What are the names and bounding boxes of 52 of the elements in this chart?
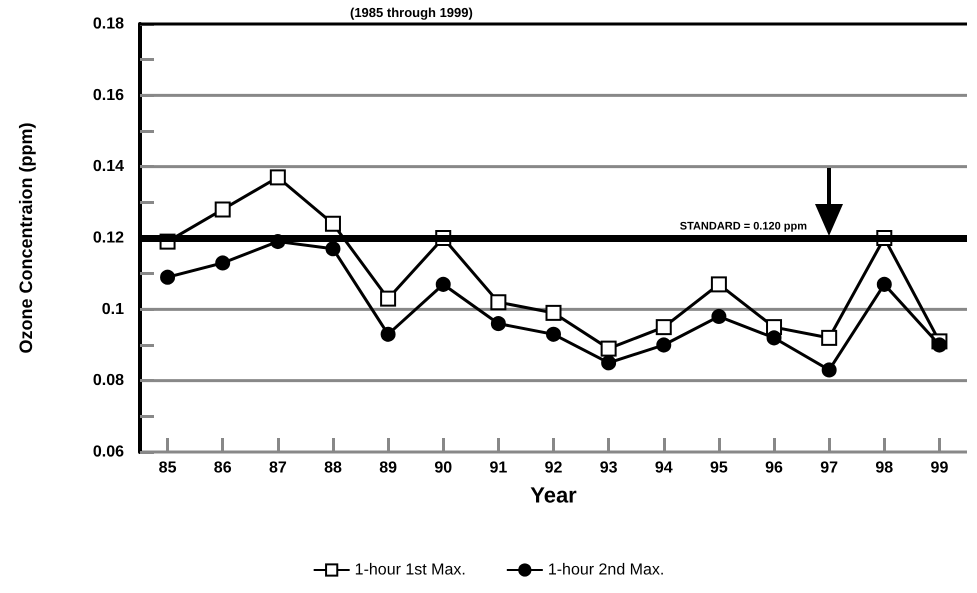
x-axis-title: Year xyxy=(530,482,578,508)
point xyxy=(766,330,782,346)
x-tick-label: 97 xyxy=(820,460,838,476)
point xyxy=(436,276,451,292)
x-tick-label: 93 xyxy=(600,460,618,476)
legend-label: 1-hour 2nd Max. xyxy=(548,562,664,578)
y-tick-label: 0.14 xyxy=(92,158,124,176)
x-tick-label: 91 xyxy=(489,460,508,476)
point xyxy=(324,216,341,232)
y-tick-label: 0.16 xyxy=(92,86,124,104)
x-tick-label: 89 xyxy=(379,460,398,476)
y-tick-label: 0.08 xyxy=(92,372,124,390)
x-tick-label: 88 xyxy=(324,460,342,476)
point xyxy=(821,330,838,346)
point xyxy=(490,294,506,310)
point xyxy=(325,241,340,256)
point xyxy=(490,316,506,332)
point xyxy=(546,304,562,321)
point xyxy=(876,276,892,292)
point xyxy=(711,308,726,324)
x-tick-label: 94 xyxy=(654,460,673,476)
x-tick-label: 85 xyxy=(158,460,177,476)
point xyxy=(380,290,396,307)
x-tick-label: 98 xyxy=(875,460,894,476)
ref-line-label: STANDARD = 0.120 ppm xyxy=(680,220,808,232)
x-tick-label: 99 xyxy=(930,460,948,476)
x-tick-label: 95 xyxy=(710,460,728,476)
legend-label: 1-hour 1st Max. xyxy=(354,562,466,578)
point xyxy=(932,338,947,352)
point xyxy=(656,319,672,336)
point xyxy=(656,338,672,352)
point xyxy=(546,326,561,342)
chart-title: (1985 through 1999) xyxy=(350,5,473,20)
x-tick-label: 86 xyxy=(214,460,232,476)
point xyxy=(215,255,230,270)
y-tick-label: 0.18 xyxy=(92,16,124,32)
y-tick-label: 0.1 xyxy=(102,300,124,318)
x-tick-label: 92 xyxy=(544,460,562,476)
x-tick-label: 96 xyxy=(765,460,784,476)
point xyxy=(822,362,837,378)
point xyxy=(380,326,396,342)
point xyxy=(160,270,176,285)
y-axis-title: Ozone Concentraion (ppm) xyxy=(16,122,36,354)
y-tick-label: 0.06 xyxy=(92,444,124,460)
point xyxy=(270,169,286,186)
x-tick-label: 90 xyxy=(434,460,452,476)
point xyxy=(710,276,727,292)
point xyxy=(601,355,616,370)
point xyxy=(600,340,617,357)
y-tick-label: 0.12 xyxy=(92,230,124,246)
point xyxy=(214,201,231,218)
x-tick-label: 87 xyxy=(268,460,287,476)
